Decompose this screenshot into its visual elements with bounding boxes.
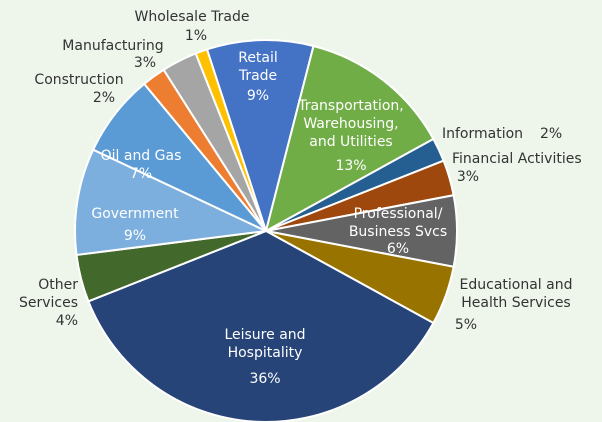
- value-label: 36%: [249, 371, 280, 387]
- slice-label: Educational and Health Services: [460, 277, 573, 311]
- slice-label: Professional/Business Svcs: [349, 206, 447, 240]
- pie-slice: [74, 148, 270, 257]
- value-label: 13%: [335, 158, 366, 174]
- value-label: 4%: [56, 313, 78, 329]
- slice-label: Information: [442, 126, 523, 142]
- slice-label: Construction: [34, 72, 123, 88]
- value-label: 7%: [130, 166, 152, 182]
- pie-slice: [264, 44, 435, 233]
- slice-label: Transportation, Warehousing, and Utilities: [297, 98, 404, 150]
- slice-label: Leisure and Hospitality: [224, 327, 305, 361]
- slice-label: Other Services: [19, 277, 78, 311]
- value-label: 9%: [247, 88, 269, 104]
- slice-label: Retail Trade: [238, 50, 278, 84]
- value-label: 6%: [387, 241, 409, 257]
- value-label: 2%: [540, 126, 562, 142]
- slice-label: Wholesale Trade: [135, 9, 250, 25]
- value-label: 9%: [124, 228, 146, 244]
- value-label: 3%: [457, 169, 479, 185]
- slice-label: Oil and Gas: [101, 148, 182, 164]
- value-label: 2%: [93, 90, 115, 106]
- value-label: 1%: [185, 28, 207, 44]
- slice-label: Manufacturing: [62, 38, 163, 54]
- pie-slice: [205, 39, 315, 235]
- value-label: 3%: [134, 55, 156, 71]
- pie-slice: [194, 48, 267, 232]
- slice-label: Financial Activities: [452, 151, 582, 167]
- value-label: 5%: [455, 317, 477, 333]
- slice-label: Government: [91, 206, 179, 222]
